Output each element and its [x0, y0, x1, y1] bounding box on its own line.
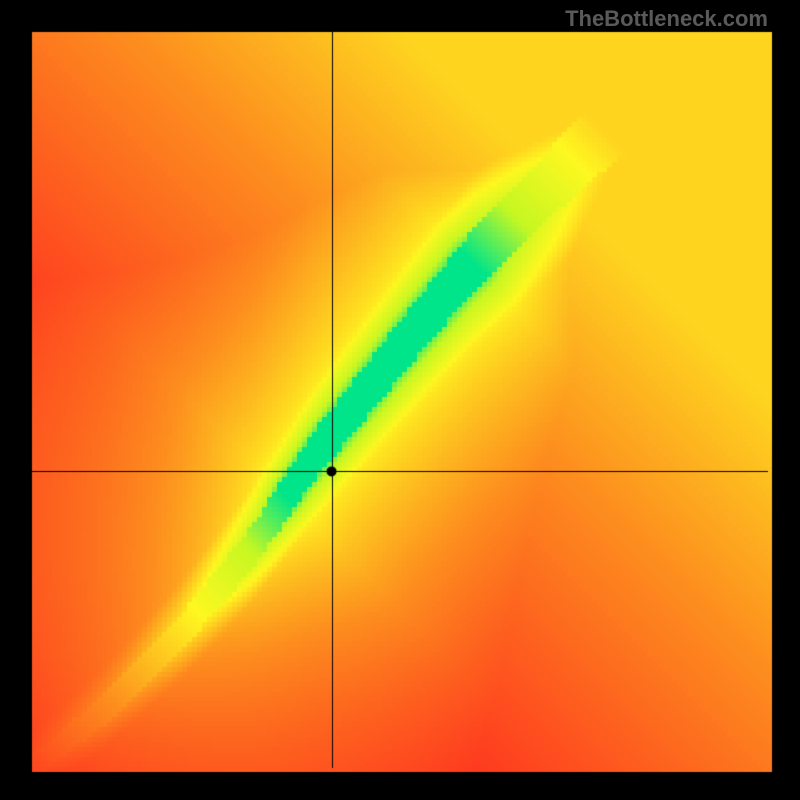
- chart-container: TheBottleneck.com: [0, 0, 800, 800]
- bottleneck-heatmap: [0, 0, 800, 800]
- watermark-text: TheBottleneck.com: [565, 6, 768, 32]
